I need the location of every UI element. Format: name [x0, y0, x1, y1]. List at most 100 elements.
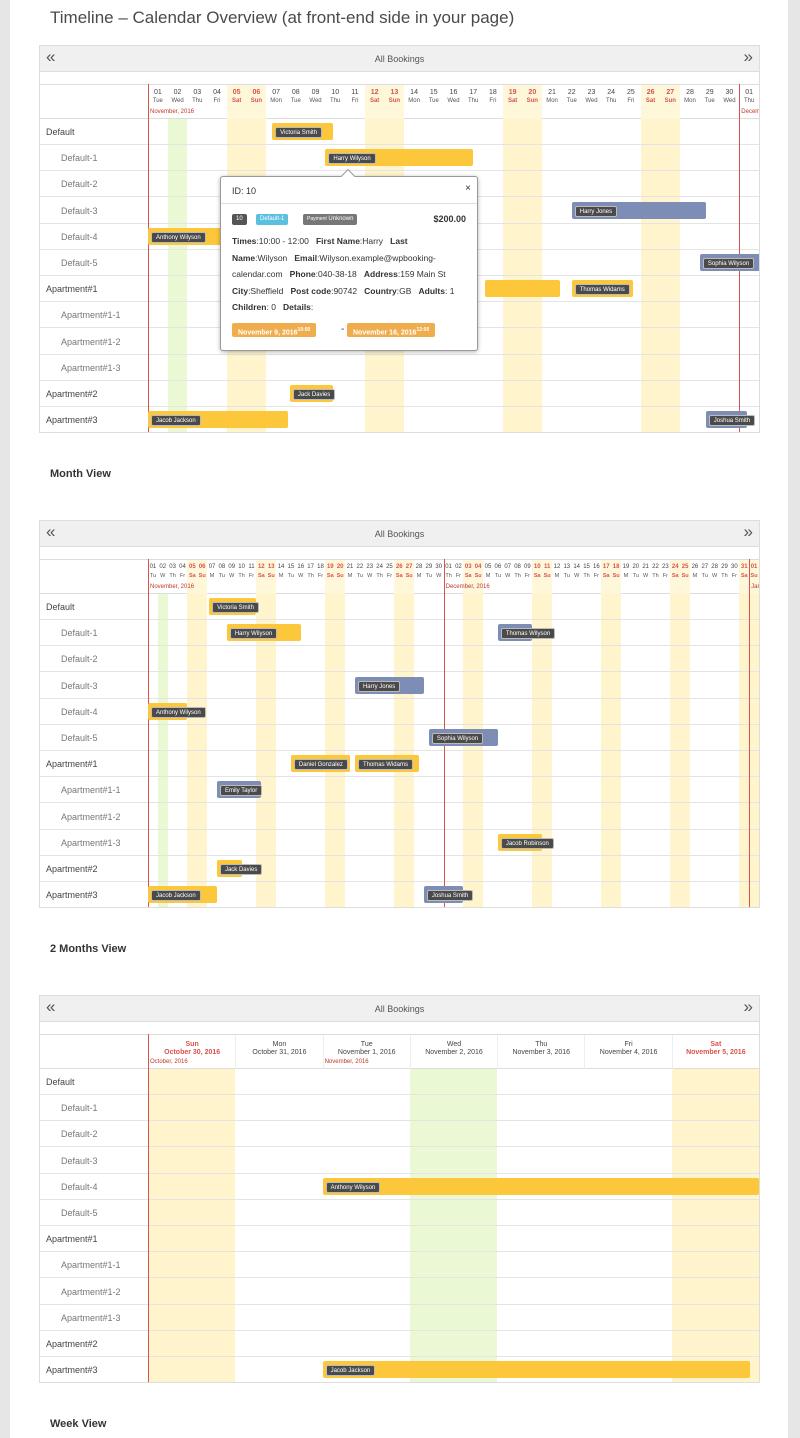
booking-label[interactable]: Harry Jones: [574, 205, 618, 217]
booking-label[interactable]: Joshua Smith: [426, 890, 474, 902]
next-arrow-icon[interactable]: »: [743, 47, 753, 66]
booking-label[interactable]: Anthony Wilyson: [151, 706, 206, 718]
resource-label[interactable]: Apartment#1-1: [61, 1260, 121, 1271]
resource-label[interactable]: Apartment#2: [46, 1339, 98, 1349]
day-name: M: [347, 573, 353, 579]
booking-label[interactable]: Sophia Wilyson: [431, 733, 484, 744]
booking-label[interactable]: Joshua Smith: [708, 415, 756, 427]
resource-label[interactable]: Apartment#1-3: [61, 1312, 121, 1323]
resource-label[interactable]: Default-1: [61, 1103, 98, 1114]
booking-label[interactable]: Harry Jones: [357, 680, 401, 692]
full-date: October 31, 2016: [252, 1049, 307, 1056]
booking-label[interactable]: Harry Wilyson: [229, 628, 278, 640]
booking-bar[interactable]: [322, 1361, 751, 1379]
close-icon[interactable]: ×: [465, 183, 471, 194]
resource-label[interactable]: Default-3: [61, 1155, 98, 1166]
day-name: Sa: [671, 573, 679, 579]
booking-label[interactable]: Daniel Gonzalez: [293, 759, 348, 771]
next-arrow-icon[interactable]: »: [743, 997, 753, 1016]
booking-label[interactable]: Jacob Jackson: [325, 1365, 376, 1377]
booking-bar[interactable]: [322, 1177, 759, 1195]
resource-label[interactable]: Apartment#2: [46, 389, 98, 399]
booking-label[interactable]: Thomas Wilyson: [500, 628, 556, 640]
day-number: 04: [474, 564, 482, 570]
booking-label[interactable]: Jacob Jackson: [151, 415, 201, 427]
day-number: 26: [691, 564, 699, 570]
booking-label[interactable]: Sophia Wilyson: [702, 258, 755, 269]
month-divider: [148, 559, 149, 907]
resource-label[interactable]: Default-4: [61, 706, 98, 717]
booking-label[interactable]: Anthony Wilyson: [151, 231, 206, 243]
weekday-name: Wed: [446, 1041, 462, 1048]
resource-label[interactable]: Apartment#1-2: [61, 811, 121, 822]
resource-label[interactable]: Apartment#1-2: [61, 1286, 121, 1297]
day-name: Th: [652, 573, 659, 579]
resource-label[interactable]: Apartment#1-2: [61, 336, 121, 347]
resource-label[interactable]: Apartment#1-3: [61, 837, 121, 848]
resource-label[interactable]: Default-2: [61, 654, 98, 665]
resource-row: Apartment#1: [40, 1226, 759, 1253]
resource-label[interactable]: Default-2: [61, 179, 98, 190]
resource-row: Apartment#1-3: [40, 830, 759, 856]
day-name: Fri: [351, 98, 359, 104]
day-number: 14: [573, 564, 581, 570]
resource-label[interactable]: Default: [46, 127, 75, 137]
resource-label[interactable]: Default-2: [61, 1129, 98, 1140]
resource-label[interactable]: Default: [46, 1077, 75, 1087]
day-name: Fri: [489, 98, 497, 104]
month-label: October, 2016: [150, 1059, 188, 1065]
resource-label[interactable]: Default-3: [61, 680, 98, 691]
resource-label[interactable]: Apartment#1-1: [61, 310, 121, 321]
date-from: November 9, 2016: [238, 329, 298, 337]
resource-label[interactable]: Apartment#1-3: [61, 362, 121, 373]
booking-label[interactable]: Victoria Smith: [275, 127, 323, 138]
day-header: 01 Thu: [739, 85, 759, 119]
booking-bar[interactable]: [485, 280, 560, 298]
resource-label[interactable]: Default-4: [61, 231, 98, 242]
day-name: W: [643, 573, 649, 579]
booking-label[interactable]: Anthony Wilyson: [325, 1181, 381, 1193]
day-header: 01 Tue: [148, 85, 168, 119]
next-arrow-icon[interactable]: »: [743, 522, 753, 541]
booking-label[interactable]: Thomas Widams: [357, 759, 413, 771]
booking-label[interactable]: Thomas Widams: [574, 284, 630, 296]
day-header: 09 Fr: [522, 560, 532, 594]
booking-label[interactable]: Harry Wilyson: [328, 153, 376, 165]
prev-arrow-icon[interactable]: «: [46, 47, 56, 66]
day-name: Th: [376, 573, 383, 579]
booking-label[interactable]: Emily Taylor: [219, 785, 263, 797]
day-name: Tue: [428, 98, 439, 104]
resource-label[interactable]: Apartment#1: [46, 759, 98, 770]
booking-label[interactable]: Jacob Jackson: [151, 890, 201, 902]
resource-label[interactable]: Apartment#2: [46, 864, 98, 874]
resource-label[interactable]: Default: [46, 602, 75, 612]
day-number: 26: [395, 564, 403, 570]
resource-label[interactable]: Default-1: [61, 628, 98, 639]
day-header: 16 W: [296, 560, 306, 594]
booking-label[interactable]: Jack Davies: [219, 864, 263, 875]
resource-label[interactable]: Default-4: [61, 1181, 98, 1192]
day-header: 27 Tu: [700, 560, 710, 594]
resource-label[interactable]: Apartment#1-1: [61, 785, 121, 796]
booking-label[interactable]: Jack Davies: [292, 389, 336, 400]
resource-label[interactable]: Default-3: [61, 205, 98, 216]
day-header: 08 Th: [513, 560, 523, 594]
day-number: 18: [489, 89, 497, 96]
resource-label[interactable]: Apartment#3: [46, 890, 98, 901]
resource-label[interactable]: Default-5: [61, 1208, 98, 1218]
resource-label[interactable]: Apartment#1: [46, 1234, 98, 1245]
resource-label[interactable]: Apartment#3: [46, 415, 98, 426]
booking-label[interactable]: Victoria Smith: [212, 602, 259, 613]
field-value: :Wilyson: [255, 252, 288, 263]
resource-label[interactable]: Apartment#1: [46, 284, 98, 295]
resource-label[interactable]: Default-1: [61, 153, 98, 164]
prev-arrow-icon[interactable]: «: [46, 997, 56, 1016]
resource-label[interactable]: Apartment#3: [46, 1365, 98, 1376]
resource-label[interactable]: Default-5: [61, 733, 98, 743]
prev-arrow-icon[interactable]: «: [46, 522, 56, 541]
booking-label[interactable]: Jacob Robinson: [500, 837, 554, 849]
day-number: 23: [366, 564, 374, 570]
day-header: 21 M: [345, 560, 355, 594]
resource-label[interactable]: Default-5: [61, 258, 98, 268]
day-name: Su: [336, 573, 344, 579]
